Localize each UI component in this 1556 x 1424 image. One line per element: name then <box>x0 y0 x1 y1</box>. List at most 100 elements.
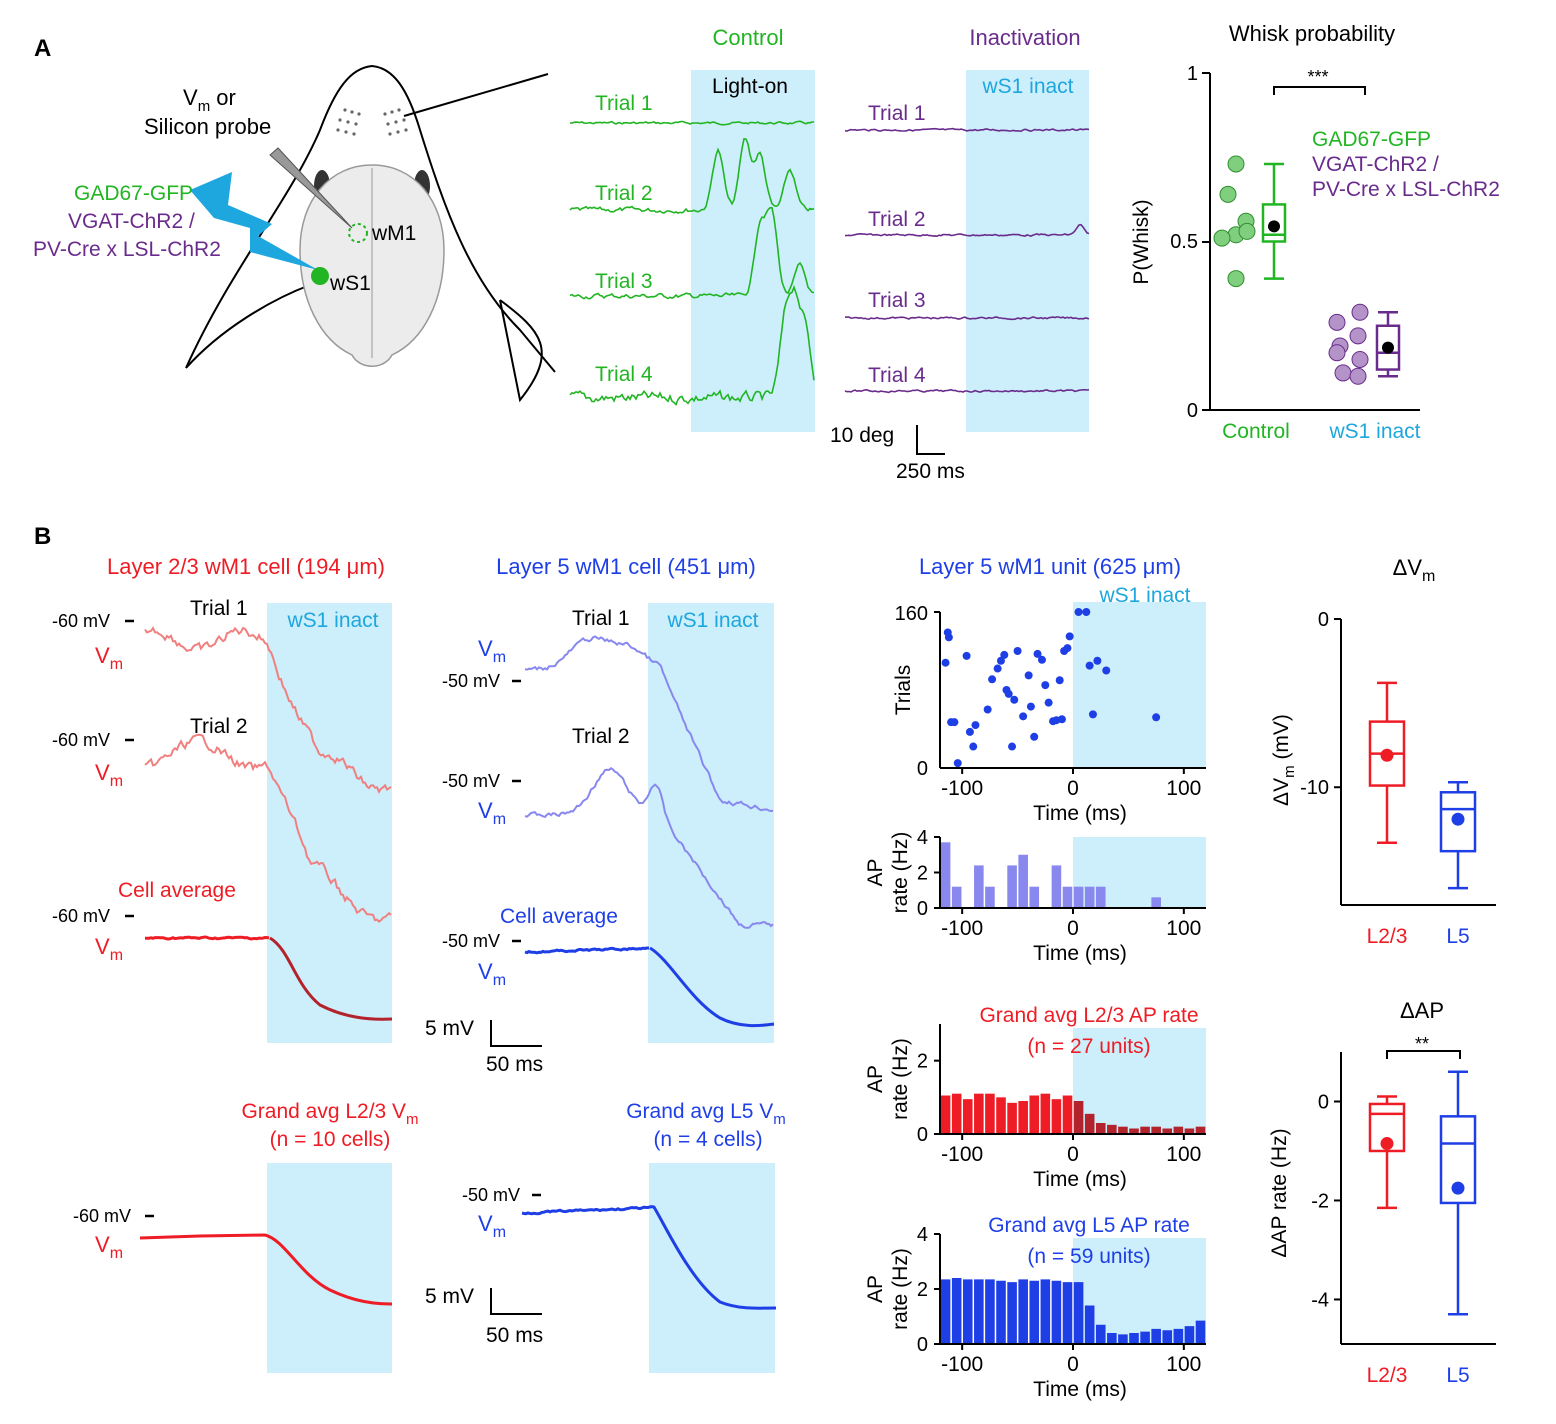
grand-l5-hist-bar <box>940 1279 951 1344</box>
raster-spike <box>1024 671 1033 680</box>
raster-xlabel: Time (ms) <box>1033 802 1127 825</box>
grand-l23-hist-xtick: 100 <box>1166 1143 1201 1166</box>
probe-label-line2: Silicon probe <box>144 114 271 139</box>
grand-l5-hist-bar <box>951 1278 962 1344</box>
inact-trial1-label: Trial 1 <box>868 102 926 125</box>
whisk-point <box>1219 185 1237 203</box>
grand-l5-hist-bar <box>1084 1305 1095 1344</box>
raster-ytick-0: 0 <box>917 758 928 780</box>
grand-l5-vm-title1: Grand avg L5 Vm <box>626 1100 786 1128</box>
whisk-xcat-control: Control <box>1222 420 1290 443</box>
l5-mv-1: -50 mV <box>442 671 500 691</box>
inactivation-title: Inactivation <box>969 25 1080 50</box>
delta-charts: ΔVm ΔVm (mV) ΔAP ΔAP rate (Hz) ** 0 -10 L2… <box>1268 555 1496 1387</box>
light-bolt-icon <box>190 172 318 270</box>
l5-cell-title: Layer 5 wM1 cell (451 μm) <box>496 554 756 579</box>
mouse-line3: PV-Cre x LSL-ChR2 <box>33 238 221 261</box>
scale-bar-b1-x: 50 ms <box>486 1053 543 1076</box>
grand-l5-hist-ytick: 0 <box>917 1334 928 1356</box>
l5-avg-trace-pre <box>524 946 649 955</box>
control-trial4-label: Trial 4 <box>595 363 653 386</box>
grand-l23-hist-bar <box>985 1093 995 1134</box>
grand-l5-hist-bar <box>1151 1328 1161 1344</box>
l5-trial2-trace <box>524 766 774 929</box>
dvm-xcat: L5 <box>1446 925 1469 948</box>
scale-bar-a-x: 250 ms <box>896 460 965 483</box>
l23-vm-2: Vm <box>95 760 123 790</box>
raster-spike <box>1093 656 1102 665</box>
l23-avg-trace-post <box>269 936 393 1021</box>
raster-spike <box>1026 702 1035 711</box>
l23-cell-average: Cell average <box>118 879 236 902</box>
grand-l5-hist-inact-shade <box>1073 1238 1206 1344</box>
grand-l5-vm: Vm <box>478 1211 506 1241</box>
grand-l23-hist-bar <box>1062 1095 1073 1134</box>
scale-bar-a <box>916 425 945 455</box>
inact-trace-4 <box>844 388 1090 394</box>
whisk-point <box>1351 350 1369 368</box>
dvm-mean <box>1451 812 1465 826</box>
whisker-pads <box>336 108 408 136</box>
grand-l5-hist-bar <box>1007 1282 1017 1344</box>
grand-l23-hist-bar <box>1107 1124 1117 1134</box>
grand-l23-hist-bar <box>1173 1126 1184 1134</box>
mouse-ear-right <box>499 299 543 403</box>
grand-l23-vm: Vm <box>95 1232 123 1262</box>
grand-l5-hist-ylabel1: AP <box>864 1275 887 1303</box>
probe-shank <box>269 147 353 229</box>
raster-spike <box>1013 647 1022 655</box>
grand-l5-hist-bar <box>1018 1279 1028 1344</box>
inact-trial4-label: Trial 4 <box>868 364 926 387</box>
unit-hist-xtick: 0 <box>1067 917 1079 940</box>
l5-trial2: Trial 2 <box>572 725 630 748</box>
unit-hist-bar <box>940 842 951 908</box>
l23-avg-trace-pre <box>145 935 270 941</box>
raster-spike <box>969 742 978 751</box>
dap-xcat: L2/3 <box>1367 1364 1408 1387</box>
l23-mv-2: -60 mV <box>52 730 110 750</box>
unit-hist-bar <box>1084 886 1095 908</box>
unit-hist-ytick: 4 <box>917 827 928 849</box>
grand-l5-hist-xlabel: Time (ms) <box>1033 1378 1127 1401</box>
whisk-sig-bracket <box>1273 86 1366 95</box>
whisk-box <box>1261 203 1287 243</box>
control-trial1-label: Trial 1 <box>595 92 653 115</box>
unit-hist-bar <box>1018 854 1028 908</box>
grand-l23-shade <box>267 1163 392 1373</box>
control-title: Control <box>713 25 784 50</box>
whisk-ytick-05: 0.5 <box>1170 231 1198 253</box>
grand-l5-ap-title1: Grand avg L5 AP rate <box>988 1214 1190 1237</box>
grand-l23-hist-bar <box>1084 1113 1095 1134</box>
grand-l23-hist-xlabel: Time (ms) <box>1033 1168 1127 1191</box>
l23-inact-shade <box>267 603 392 1043</box>
inact-trial3-label: Trial 3 <box>868 289 926 312</box>
grand-l5-hist-bar <box>1051 1280 1062 1344</box>
l5-vm-2: Vm <box>478 798 506 828</box>
raster-spike <box>944 633 953 642</box>
raster-spike <box>1057 715 1066 724</box>
raster-ytick-160: 160 <box>895 603 928 625</box>
unit-hist-ytick: 2 <box>917 863 928 885</box>
grand-l5-hist-bar <box>1173 1328 1184 1344</box>
unit-title: Layer 5 wM1 unit (625 μm) <box>919 554 1181 579</box>
dap-ytick: -2 <box>1311 1190 1329 1212</box>
unit-hist-ytick: 0 <box>917 898 928 920</box>
grand-l5-hist-bar <box>1195 1320 1206 1344</box>
dvm-ytick: -10 <box>1300 777 1329 799</box>
grand-l5-hist-bar <box>1095 1324 1106 1344</box>
panel-b-label: B <box>34 523 51 550</box>
wm1-site <box>348 223 368 243</box>
whisk-mean <box>1382 341 1394 354</box>
raster-spike <box>1152 713 1161 722</box>
dvm-box <box>1439 791 1477 853</box>
whisker <box>403 73 549 117</box>
dap-title: ΔAP <box>1400 998 1444 1023</box>
raster-spike <box>1008 742 1017 751</box>
l5-trial1: Trial 1 <box>572 607 630 630</box>
control-trace-3 <box>569 207 815 300</box>
grand-l5-hist-bar <box>1040 1279 1051 1344</box>
inactivation-traces <box>844 127 1090 394</box>
dvm-mean <box>1380 748 1394 762</box>
grand-l23-vm-title1: Grand avg L2/3 Vm <box>241 1100 418 1128</box>
grand-l5-hist-bar <box>1073 1282 1084 1344</box>
